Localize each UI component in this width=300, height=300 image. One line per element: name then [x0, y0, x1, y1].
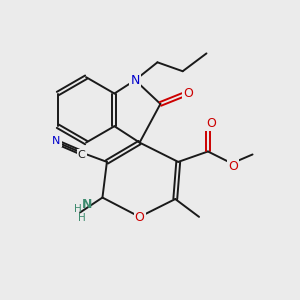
Text: O: O — [135, 211, 145, 224]
Text: O: O — [228, 160, 238, 173]
Text: O: O — [183, 87, 193, 100]
Text: H: H — [74, 204, 82, 214]
Text: O: O — [206, 117, 216, 130]
Text: C: C — [78, 150, 86, 160]
Text: N: N — [82, 199, 92, 212]
Text: H: H — [78, 213, 86, 223]
Text: N: N — [130, 74, 140, 87]
Text: N: N — [52, 136, 61, 146]
